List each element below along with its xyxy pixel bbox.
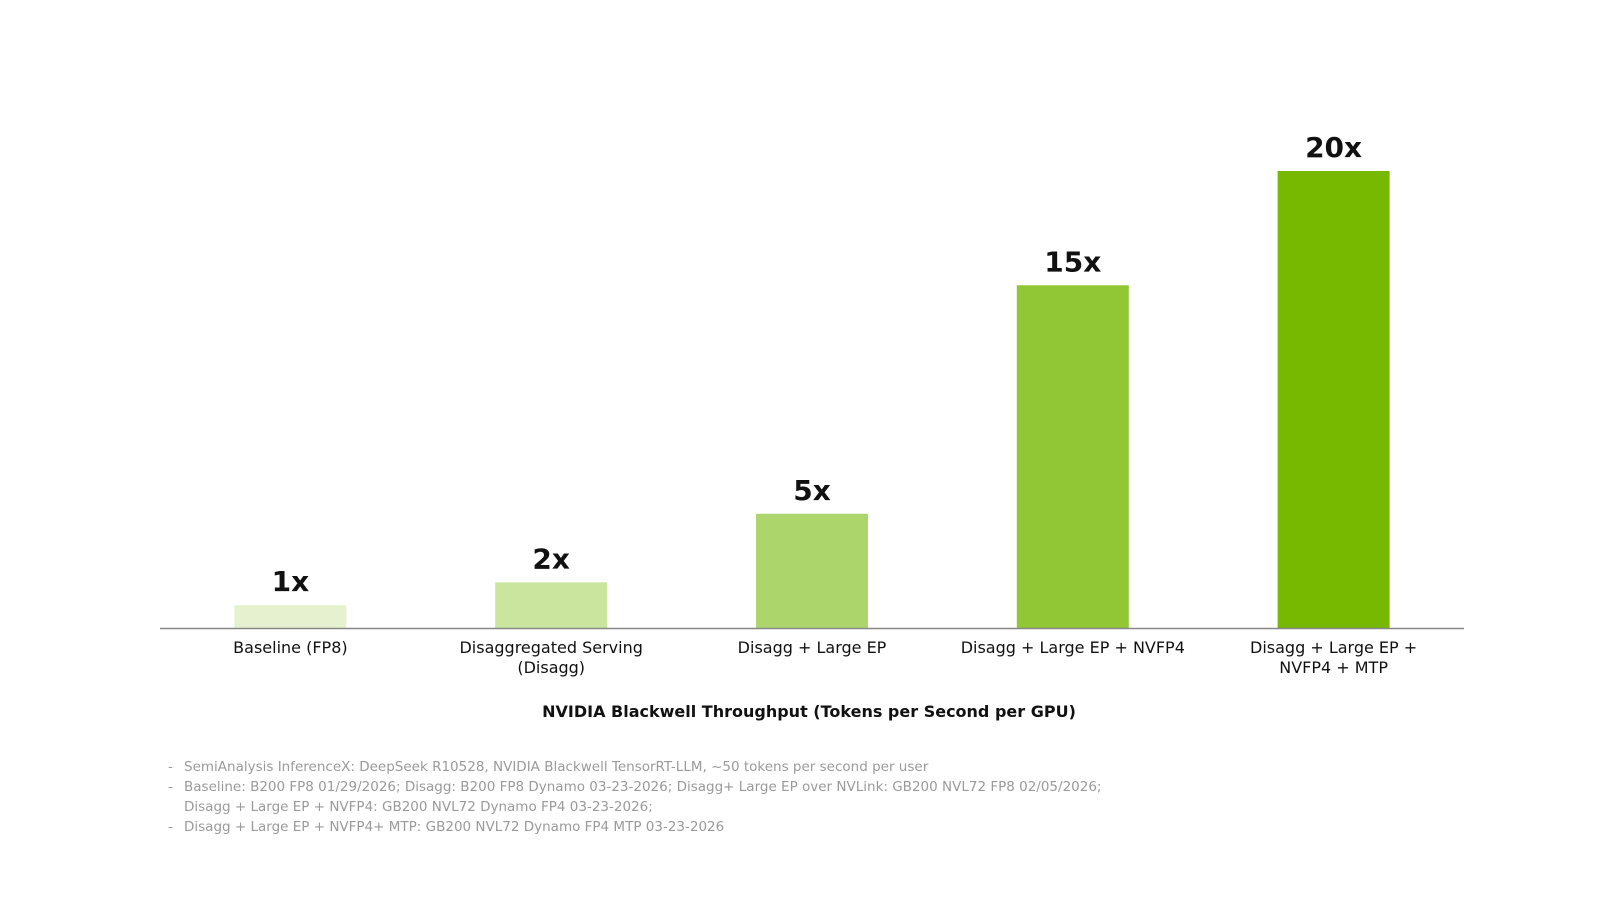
bar [1016,285,1129,628]
footnote-marker: - [168,819,173,835]
data-label: 15x [1044,245,1101,278]
footnote-item: - Baseline: B200 FP8 01/29/2026; Disagg:… [168,777,1368,817]
category-label: Baseline (FP8) [233,638,347,657]
category-label: Disagg + Large EP + NVFP4 [961,638,1185,657]
category-labels-layer: Baseline (FP8) Disaggregated Serving(Disa… [233,638,1417,677]
footnotes: - SemiAnalysis InferenceX: DeepSeek R105… [168,757,1368,837]
category-label: Disagg + Large EP [738,638,887,657]
footnote-line: SemiAnalysis InferenceX: DeepSeek R10528… [184,759,929,775]
footnote-item: - Disagg + Large EP + NVFP4+ MTP: GB200 … [168,817,1368,837]
bar [234,605,347,628]
x-axis-title: NVIDIA Blackwell Throughput (Tokens per … [542,702,1076,721]
bar-chart: 1x 2x 5x 15x 20x Baseline (FP8) Disaggregated… [160,131,1464,677]
bar [495,582,608,628]
data-label: 2x [532,542,570,575]
value-labels-layer: 1x 2x 5x 15x 20x [272,131,1362,598]
bar [1277,171,1390,628]
data-label: 20x [1305,131,1362,164]
data-label: 1x [272,565,310,598]
bars-layer [234,171,1390,628]
footnote-line: Baseline: B200 FP8 01/29/2026; Disagg: B… [184,779,1102,795]
footnote-item: - SemiAnalysis InferenceX: DeepSeek R105… [168,757,1368,777]
footnote-marker: - [168,779,173,795]
category-label: Disaggregated Serving [459,638,642,657]
footnote-marker: - [168,759,173,775]
footnote-line: Disagg + Large EP + NVFP4+ MTP: GB200 NV… [184,819,725,835]
data-label: 5x [793,474,831,507]
category-label: Disagg + Large EP + [1250,638,1417,657]
category-label: (Disagg) [517,658,585,677]
footnote-line: Disagg + Large EP + NVFP4: GB200 NVL72 D… [184,799,653,815]
bar [756,513,868,628]
category-label: NVFP4 + MTP [1279,658,1388,677]
